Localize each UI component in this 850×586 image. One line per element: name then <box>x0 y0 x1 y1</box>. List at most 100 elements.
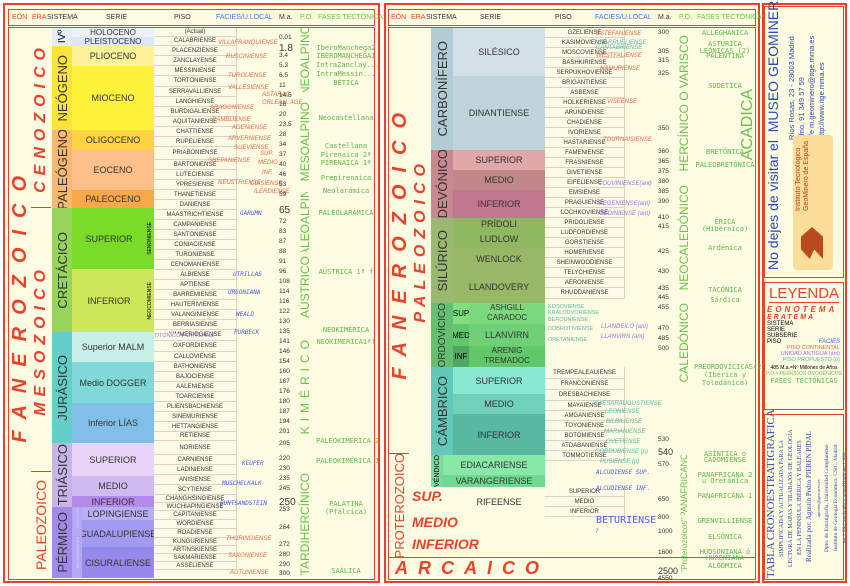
serie-malm: Superior MALM <box>72 332 154 362</box>
fase-label: PALEOBRETÓNICA <box>695 161 755 169</box>
ma-value: 315 <box>658 57 669 64</box>
system-cretacico: CRETÁCICO <box>52 208 72 332</box>
facies-label: MEDIO <box>258 160 278 166</box>
po-paleoalpino: PALEOALPINO <box>298 192 312 252</box>
fase-label: ÉRICA <box>714 218 736 226</box>
piso-cell: BAJOCIENSE <box>154 372 237 382</box>
system-neogeno: NEÓGENO <box>52 46 72 130</box>
facies-label: OVETIENSE <box>606 439 641 445</box>
serie-mioceno: MIOCENO <box>72 66 154 130</box>
fase-label: Pirenaica 2ª <box>320 151 372 159</box>
facies-label: MUSCHELKALK <box>222 480 262 487</box>
itge-logo: Instituto Tecnológico GeoMinero de España <box>793 135 833 270</box>
ma-value: 470 <box>658 325 669 332</box>
fase-label: IntraZanclay... <box>316 61 380 69</box>
facies-label: CORDUBIENSE (p) <box>595 449 649 455</box>
piso-cell: TREMPEALEAUIENSE <box>545 367 625 379</box>
legend-fases: FASES TECTÓNICAS <box>770 377 838 385</box>
fase-label: BRETÓNICA <box>706 148 744 156</box>
fase-label: NEOKIMÉRICA <box>322 326 370 334</box>
ma-value: 445 <box>658 294 669 301</box>
rifeense-piso: SUPERIOR <box>545 487 625 497</box>
prot-medio: MEDIO <box>412 514 458 530</box>
fase-label: ASTÚRICA <box>708 40 742 48</box>
ord-piso: BEROUNIENSE <box>548 317 589 323</box>
hdr-po-r: P.O. <box>679 14 693 21</box>
era-mesozoico: MESOZOICO <box>32 263 49 416</box>
system-permico: PÉRMICO <box>52 507 72 578</box>
ma-value: 300 <box>279 570 290 577</box>
serie-triasico-medio: MEDIO <box>72 476 154 496</box>
ma-value: 530 <box>658 436 669 443</box>
piso-cell: RHUDDANIENSE <box>545 288 625 299</box>
facies-label: URGONIANA <box>228 289 261 296</box>
ma-value: 500 <box>658 345 669 352</box>
piso-cell: PLACENZIENSE <box>154 46 237 56</box>
serie-arenig-tremadoc: ARENIG TREMADOC <box>469 346 545 367</box>
piso-cell: SERPUKHOVIENSE <box>545 68 625 78</box>
piso-cell: BARTONIENSE <box>154 160 237 170</box>
ma-value: 65 <box>279 205 291 216</box>
serie-dinantiense: DINANTIENSE <box>453 76 545 150</box>
fase-label: IberoManchega2 <box>316 44 376 52</box>
facies-label: VALLESIENSE <box>228 85 269 91</box>
ma-value: 108 <box>279 278 290 285</box>
system-cuaternario: IVº <box>52 28 72 46</box>
piso-cell: BURDIGALIENSE <box>154 107 237 117</box>
piso-cell: ANISIENSE <box>154 475 237 485</box>
subserie-senoniense: SENONIENSE <box>146 208 154 269</box>
eon-fanerozoico-left: FANEROZOICO <box>9 163 31 443</box>
fase-label: CADOMIENSE <box>703 456 747 464</box>
ma-value: 83 <box>279 228 287 235</box>
left-header-bar <box>8 9 375 26</box>
facies-label: ? <box>595 528 599 535</box>
ma-value: 201 <box>279 428 290 435</box>
ma-value: 1600 <box>658 549 673 556</box>
era-paleozoico-left: PALEOZOICO <box>31 471 51 578</box>
ma-value: 305 <box>658 48 669 55</box>
ma-value: 146 <box>279 348 290 355</box>
piso-cell: HETTANGIENSE <box>154 422 237 432</box>
ma-value: 1000 <box>658 528 673 535</box>
fase-label: Neolarámica <box>322 187 370 195</box>
piso-cell: CHATTIENSE <box>154 127 237 137</box>
piso-cell: ARUNDIENSE <box>545 108 625 118</box>
facies-label: VISEENSE <box>607 99 638 105</box>
fase-label: Ardénica <box>708 244 742 252</box>
system-paleogeno: PALEÓGENO <box>52 130 72 208</box>
serie-guadalupiense: GUADALUPIENSE <box>82 520 154 547</box>
system-silurico: SILÚRICO <box>431 218 453 303</box>
piso-cell: AQUITANIENSE <box>154 117 237 127</box>
piso-cell: EIFELIENSE <box>545 178 625 188</box>
piso-cell: ASBENSE <box>545 88 625 98</box>
ma-value: 280 <box>279 551 290 558</box>
facies-label: RUSCINIENSE <box>226 54 268 60</box>
serie-cambrico-superior: SUPERIOR <box>453 367 545 394</box>
facies-label: ILERDIENSE <box>254 189 290 195</box>
system-triasico: TRIÁSICO <box>52 443 72 507</box>
ma-value: 141 <box>279 338 290 345</box>
ma-value: 20 <box>279 111 287 118</box>
piso-cell: WORDIENSE <box>154 520 237 529</box>
hdr-sistema-r: SISTEMA <box>426 14 457 21</box>
piso-cell: CARNIENSE <box>154 455 237 465</box>
subserie-neocomiense: NEOCOMIENSE <box>146 269 154 332</box>
legend-eratema: ERATEMA <box>767 314 816 321</box>
credits-box <box>764 414 844 580</box>
piso-cell: LANGHIENSE <box>154 97 237 107</box>
fase-label: ASÍNTICA o <box>703 450 747 458</box>
ma-value: 250 <box>279 497 296 508</box>
facies-label: NAMURIENSE <box>600 66 641 72</box>
ma-value: 96 <box>279 268 287 275</box>
piso-cell: KUNGURIENSE <box>154 538 237 546</box>
piso-cell: NORIENSE <box>154 441 237 455</box>
hdr-piso: PISO <box>174 14 191 21</box>
ma-value: 91 <box>279 258 287 265</box>
serie-devonico-inferior: INFERIOR <box>453 190 545 218</box>
facies-label: BILBILIENSE <box>606 419 643 425</box>
serie-rifeense: RIFEENSE <box>453 487 545 517</box>
serie-cambrico-inferior: INFERIOR <box>453 414 545 455</box>
fase-label: SAÁLICA <box>331 567 361 575</box>
facies-label: TUROLIENSE <box>228 73 267 79</box>
fase-label: HURONIANA <box>706 554 744 562</box>
